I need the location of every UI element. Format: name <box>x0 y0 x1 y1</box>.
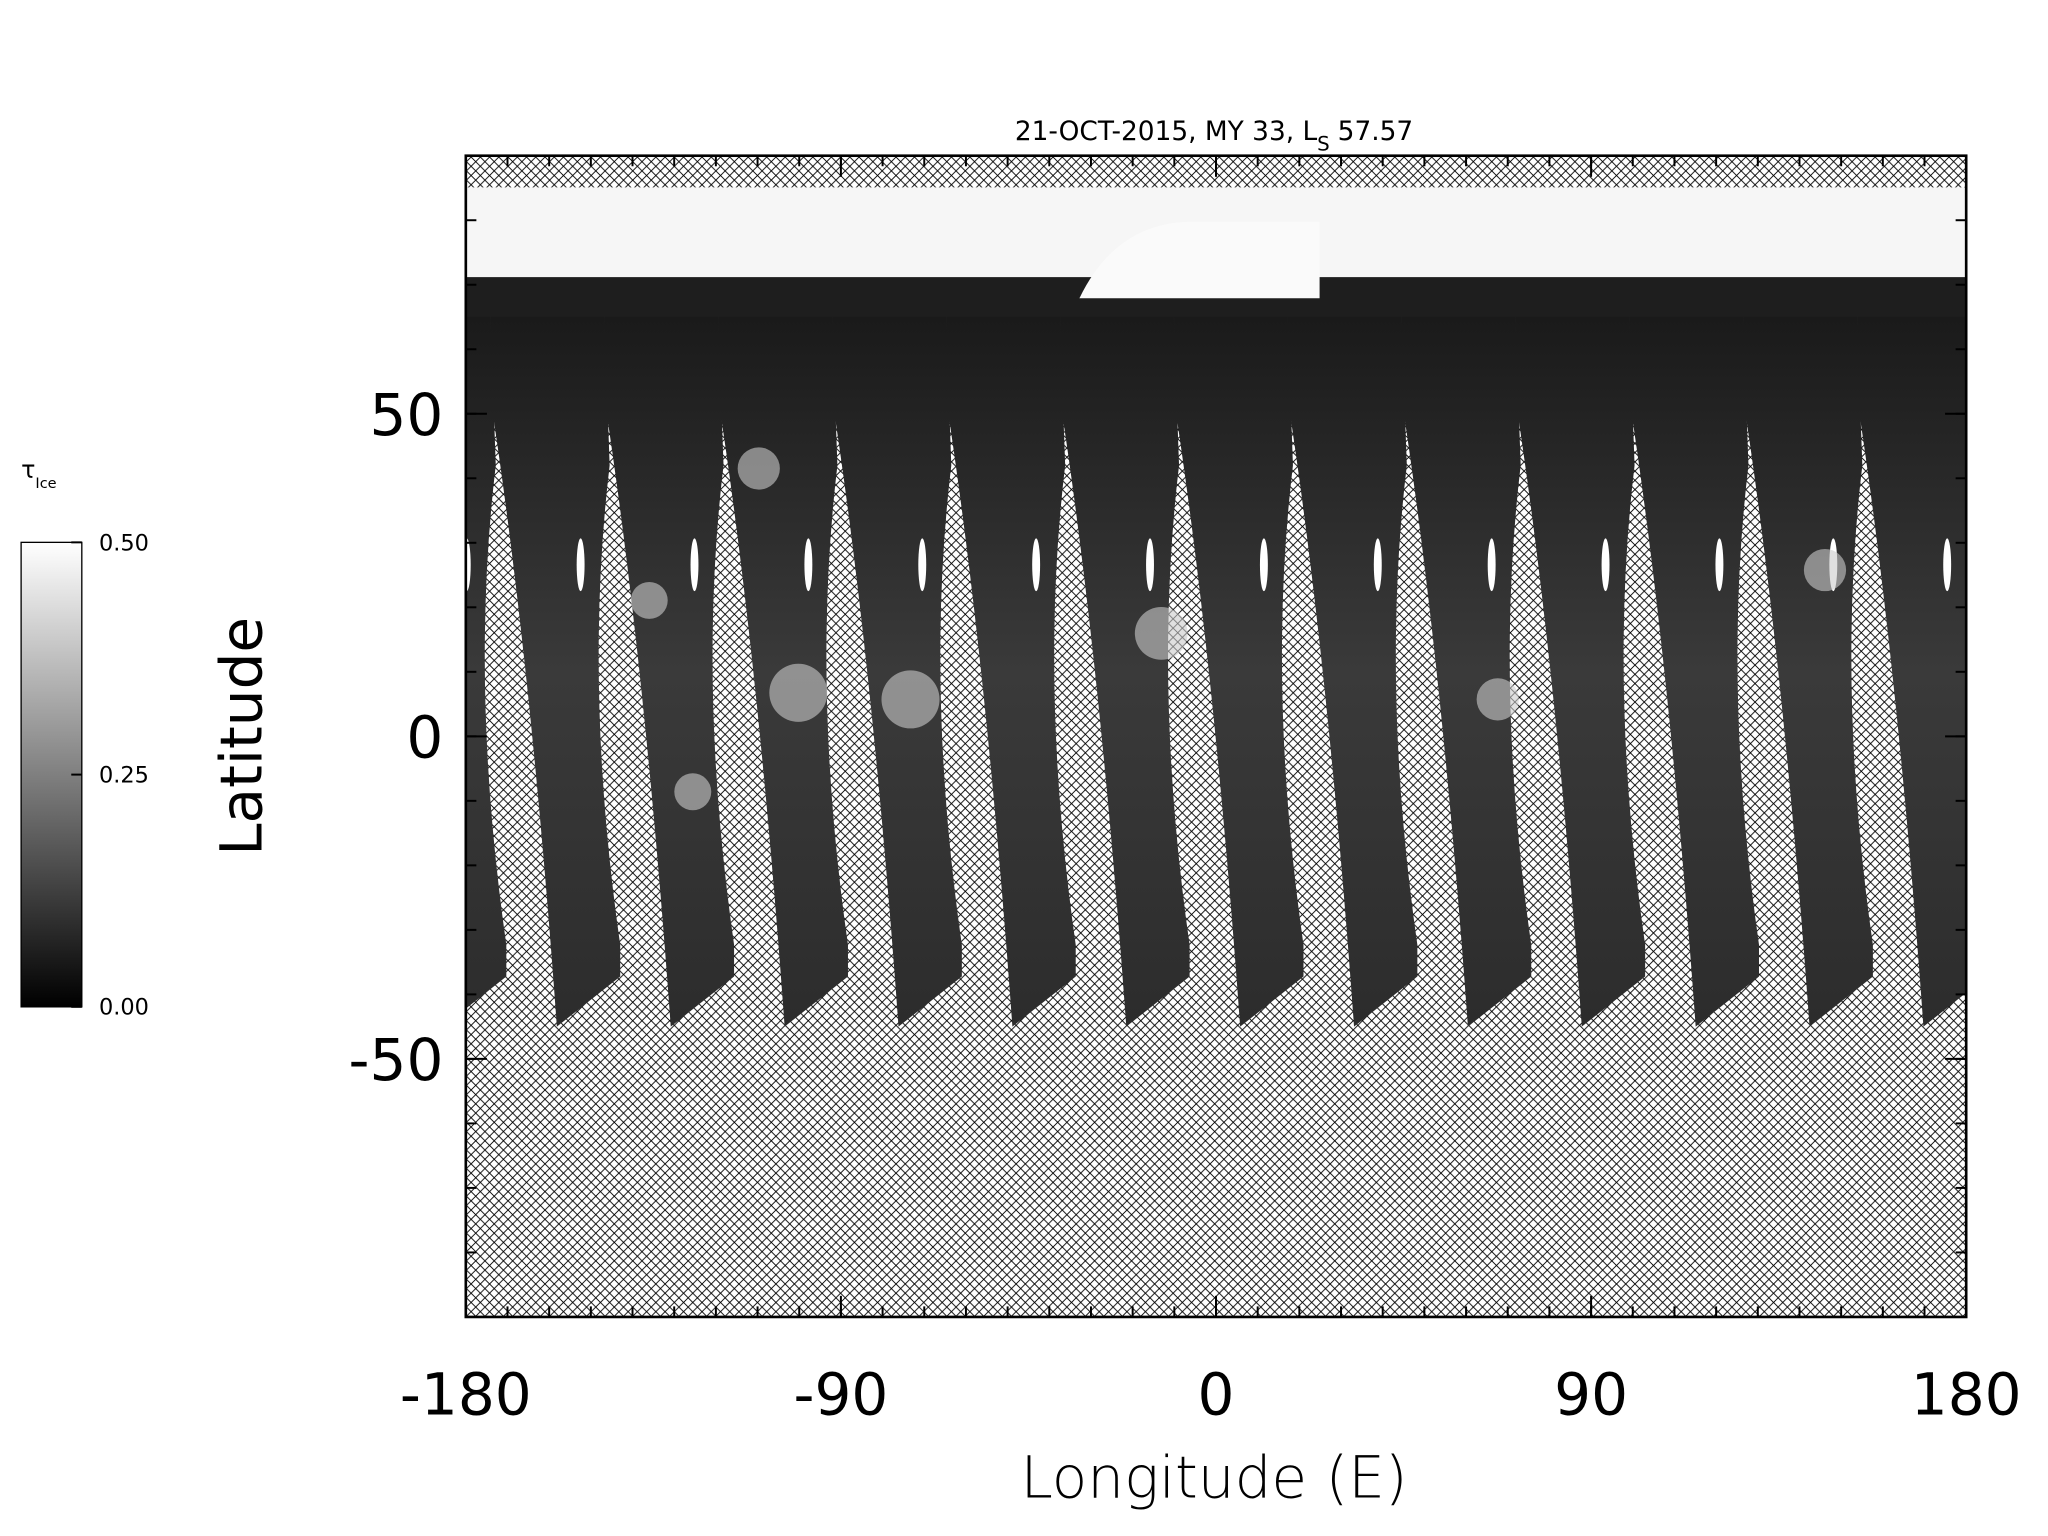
cloud-gap <box>1373 538 1382 592</box>
x-tick-label: -180 <box>400 1361 532 1429</box>
title-rest: 57.57 <box>1338 117 1414 147</box>
cloud <box>1134 607 1188 660</box>
x-tick-label: -90 <box>794 1361 889 1429</box>
x-tick-label: 180 <box>1911 1361 2022 1429</box>
swath <box>1174 316 1304 1027</box>
swath <box>490 316 621 1027</box>
cloud <box>630 581 668 619</box>
cloud-gap <box>1032 538 1041 592</box>
cloud-gap <box>1601 538 1610 592</box>
swath <box>1743 316 1873 1027</box>
cloud <box>737 447 780 490</box>
swath <box>946 316 1076 1027</box>
colorbar-label: τIce <box>21 456 57 493</box>
cloud <box>674 773 712 811</box>
swath <box>1401 316 1532 1027</box>
x-axis-label: Longitude (E) <box>1020 1444 1407 1512</box>
x-tick-label: 90 <box>1554 1361 1628 1429</box>
cloud-gap <box>1259 538 1268 592</box>
swath <box>465 316 507 1009</box>
colorbar-tick-label: 0.50 <box>99 530 149 556</box>
cloud-gap <box>804 538 813 592</box>
plot-area <box>465 155 1967 1317</box>
cloud-gap <box>1943 538 1952 592</box>
colorbar-symbol: τ <box>21 456 35 484</box>
x-tick-label: 0 <box>1198 1361 1235 1429</box>
colorbar-tick-label: 0.25 <box>99 763 149 789</box>
y-tick-label: -50 <box>349 1026 444 1094</box>
cloud <box>1476 678 1519 721</box>
cloud-gap <box>1146 538 1154 592</box>
cloud <box>769 663 828 722</box>
swath <box>604 316 735 1027</box>
swath <box>1857 316 1967 1027</box>
cloud-gap <box>1715 538 1724 592</box>
cloud <box>881 670 940 729</box>
cloud-gap <box>690 538 699 592</box>
cloud-gap <box>576 538 585 592</box>
cloud-gap <box>918 538 927 592</box>
swath <box>832 316 962 1027</box>
colorbar-tick-label: 0.00 <box>99 995 149 1021</box>
title-main: 21-OCT-2015, MY 33, L <box>1015 117 1318 147</box>
y-axis-label: Latitude <box>207 617 275 856</box>
swath <box>1515 316 1646 1027</box>
cloud <box>1803 548 1847 592</box>
swaths <box>465 187 1967 1027</box>
y-tick-label: 50 <box>370 381 444 449</box>
chart-title: 21-OCT-2015, MY 33, LS 57.57 <box>1015 117 1413 156</box>
polar-hood <box>1079 221 1320 299</box>
swath <box>1060 316 1190 1027</box>
title-subscript: S <box>1317 132 1330 155</box>
cloud-gap <box>1487 538 1496 592</box>
plot-frame <box>464 154 1968 1319</box>
swath <box>1288 316 1418 1027</box>
swath <box>1629 316 1760 1027</box>
y-tick-label: 0 <box>406 703 443 771</box>
colorbar-subscript: Ice <box>35 476 56 492</box>
